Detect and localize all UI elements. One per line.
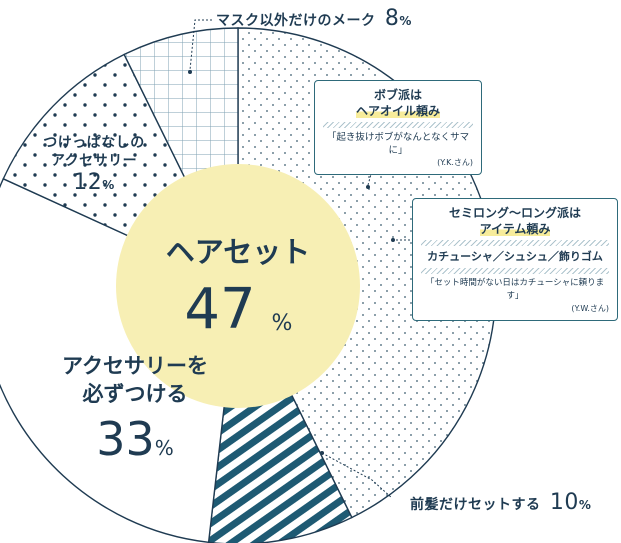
- leader-mask-dot: [188, 70, 192, 74]
- label-mask-unit: %: [399, 14, 412, 28]
- leader-mask: [189, 19, 212, 71]
- label-accessory-line2: 必ずつける: [82, 382, 188, 406]
- note-long: セミロング〜ロング派は アイテム頼み カチューシャ／シュシュ／飾りゴム 「セット…: [412, 198, 618, 321]
- label-bangs-unit: %: [578, 498, 592, 512]
- leader-note2-dot: [391, 238, 395, 242]
- note-long-wave2: [421, 268, 609, 274]
- note-bob-title1: ボブ派は: [373, 88, 422, 102]
- center-unit: %: [272, 311, 293, 336]
- label-accessory-line1: アクセサリーを: [62, 354, 208, 378]
- note-long-title2: アイテム頼み: [479, 222, 551, 236]
- note-bob: ボブ派は ヘアオイル頼み 「起き抜けボブがなんとなくサマに」 (Y.K.さん): [314, 80, 482, 175]
- center-value: 47: [184, 277, 255, 342]
- label-accessory: アクセサリーを 必ずつける 33%: [40, 352, 230, 466]
- label-tsukeppanashi: つけっぱなしの アクセサリー 12%: [28, 134, 160, 194]
- label-tsukeppanashi-line1: つけっぱなしの: [43, 135, 145, 151]
- label-tsukeppanashi-unit: %: [102, 178, 115, 192]
- note-long-author: (Y.W.さん): [571, 304, 609, 313]
- leader-bangs-dot: [320, 451, 324, 455]
- label-mask-value: 8: [384, 6, 400, 31]
- center-circle: [116, 164, 360, 408]
- label-tsukeppanashi-line2: アクセサリー: [50, 153, 138, 169]
- label-mask-text: マスク以外だけのメーク: [216, 13, 376, 29]
- center-value-number: 47: [184, 277, 255, 342]
- note-long-quote: 「セット時間がない日はカチューシャに頼ります」: [425, 278, 605, 301]
- label-bangs: 前髪だけセットする 10%: [410, 490, 591, 515]
- note-bob-author: (Y.K.さん): [437, 158, 473, 167]
- note-bob-quote: 「起き抜けボブがなんとなくサマに」: [326, 132, 470, 156]
- note-bob-title2: ヘアオイル頼み: [355, 104, 440, 118]
- leader-bangs: [321, 452, 393, 499]
- label-tsukeppanashi-value: 12: [73, 170, 103, 195]
- label-mask: マスク以外だけのメーク 8%: [216, 6, 412, 31]
- label-accessory-value: 33: [96, 412, 155, 466]
- label-bangs-text: 前髪だけセットする: [410, 497, 541, 513]
- note-long-title1: セミロング〜ロング派は: [448, 206, 581, 220]
- center-title: ヘアセット: [166, 235, 310, 269]
- note-bob-wave: [323, 122, 473, 128]
- note-long-wave: [421, 240, 609, 246]
- note-long-items: カチューシャ／シュシュ／飾りゴム: [427, 250, 603, 263]
- leader-note1-dot: [366, 185, 370, 189]
- label-bangs-value: 10: [549, 490, 579, 515]
- label-accessory-unit: %: [154, 436, 174, 460]
